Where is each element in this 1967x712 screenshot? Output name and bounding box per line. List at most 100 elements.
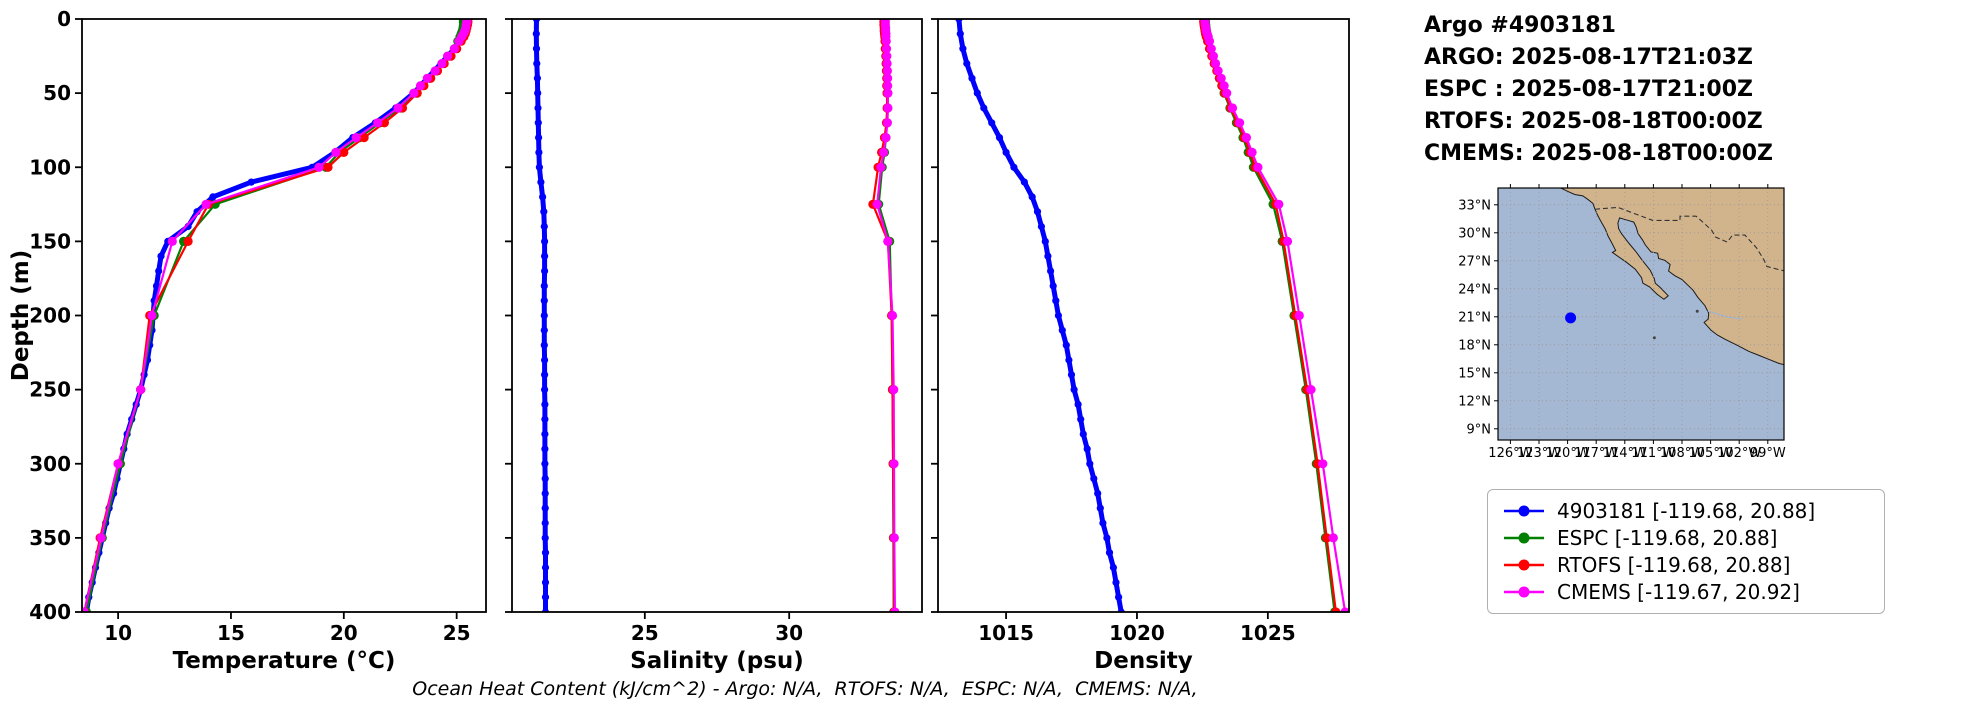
salinity-marker-cmems xyxy=(890,607,900,612)
legend-label: 4903181 [-119.68, 20.88] xyxy=(1557,499,1816,523)
depth-axis-title: Depth (m) xyxy=(8,250,34,382)
temperature-marker-cmems xyxy=(454,36,464,46)
map-lon-label: 105°W xyxy=(1689,446,1733,461)
map-lat-label: 21°N xyxy=(1458,310,1491,325)
density-marker-cmems xyxy=(1253,162,1263,172)
salinity-marker-4903181 xyxy=(535,163,544,171)
density-marker-4903181 xyxy=(1010,163,1018,171)
salinity-marker-4903181 xyxy=(541,445,549,453)
temperature-marker-cmems xyxy=(443,51,453,61)
salinity-marker-4903181 xyxy=(541,237,549,245)
legend-item: 4903181 [-119.68, 20.88] xyxy=(1502,499,1870,523)
salinity-marker-cmems xyxy=(883,236,893,246)
map-lat-label: 27°N xyxy=(1458,254,1491,269)
density-marker-4903181 xyxy=(995,134,1004,142)
salinity-marker-4903181 xyxy=(541,519,549,527)
salinity-marker-4903181 xyxy=(541,460,549,468)
density-marker-rtofs xyxy=(1331,607,1341,612)
map-lon-label: 126°W xyxy=(1488,446,1532,461)
island-dot xyxy=(1695,309,1699,313)
temperature-marker-cmems xyxy=(422,73,432,83)
temperature-marker-cmems xyxy=(136,385,146,395)
temperature-marker-rtofs xyxy=(339,147,349,157)
density-marker-4903181 xyxy=(1103,534,1111,542)
density-marker-4903181 xyxy=(1049,282,1057,290)
temperature-marker-cmems xyxy=(449,44,459,54)
salinity-marker-4903181 xyxy=(541,430,549,438)
x-tick-label: 1020 xyxy=(1109,621,1165,645)
density-marker-rtofs xyxy=(1322,533,1332,543)
density-marker-4903181 xyxy=(1070,386,1078,394)
salinity-marker-4903181 xyxy=(533,59,541,68)
density-marker-cmems xyxy=(1306,385,1316,395)
map-lon-label: 102°W xyxy=(1717,446,1761,461)
map-lat-label: 30°N xyxy=(1458,226,1491,241)
temperature-panel: 10 15 20 25050100150200250300350400Temperat… xyxy=(8,7,487,674)
salinity-marker-4903181 xyxy=(541,386,549,394)
temperature-marker-cmems xyxy=(82,607,89,612)
map-lat-label: 33°N xyxy=(1458,198,1491,213)
temperature-marker-cmems xyxy=(393,103,403,113)
salinity-marker-cmems xyxy=(882,51,892,61)
salinity-marker-4903181 xyxy=(535,148,543,156)
density-marker-cmems xyxy=(1235,118,1245,128)
legend-marker xyxy=(1504,505,1544,517)
salinity-marker-cmems xyxy=(882,118,893,128)
salinity-marker-4903181 xyxy=(541,549,550,557)
salinity-marker-4903181 xyxy=(541,252,549,260)
map-lat-label: 24°N xyxy=(1458,282,1491,297)
legend-label: CMEMS [-119.67, 20.92] xyxy=(1557,580,1800,604)
salinity-marker-cmems xyxy=(889,385,899,395)
y-tick-label: 150 xyxy=(29,229,71,253)
temperature-marker-cmems xyxy=(351,133,361,143)
salinity-marker-cmems xyxy=(889,533,899,543)
temperature-marker-cmems xyxy=(96,533,106,543)
density-marker-cmems xyxy=(1208,51,1218,61)
density-marker-cmems xyxy=(1213,66,1223,76)
temperature-marker-cmems xyxy=(147,310,157,321)
density-marker-4903181 xyxy=(1041,237,1049,245)
density-marker-4903181 xyxy=(973,89,981,97)
density-marker-4903181 xyxy=(1002,148,1010,156)
salinity-marker-cmems xyxy=(889,459,899,469)
salinity-marker-cmems xyxy=(883,73,893,83)
density-marker-cmems xyxy=(1318,459,1328,469)
map-lon-label: 111°W xyxy=(1631,446,1675,461)
legend: 4903181 [-119.68, 20.88] ESPC [-119.68, 2… xyxy=(1487,489,1885,614)
panel-border xyxy=(937,18,1350,613)
salinity-marker-4903181 xyxy=(532,45,541,53)
x-tick-label: 1015 xyxy=(978,621,1034,645)
y-tick-label: 350 xyxy=(29,526,71,550)
temperature-marker-4903181 xyxy=(209,193,217,201)
salinity-marker-cmems xyxy=(881,44,892,54)
density-marker-cmems xyxy=(1274,199,1284,209)
salinity-marker-4903181 xyxy=(540,282,548,290)
density-marker-cmems xyxy=(1227,103,1238,113)
panel-border xyxy=(81,18,487,613)
temperature-marker-cmems xyxy=(314,162,324,172)
density-marker-cmems xyxy=(1294,310,1304,321)
x-tick-label: 15 xyxy=(217,621,245,645)
density-marker-cmems xyxy=(1241,133,1251,143)
temperature-marker-cmems xyxy=(409,88,419,98)
density-marker-4903181 xyxy=(968,74,976,82)
density-marker-4903181 xyxy=(1079,430,1087,438)
map-land xyxy=(1560,188,1784,366)
density-marker-4903181 xyxy=(988,119,996,127)
temperature-marker-cmems xyxy=(430,66,440,76)
legend-item: RTOFS [-119.68, 20.88] xyxy=(1502,553,1870,577)
temperature-marker-4903181 xyxy=(152,282,161,290)
salinity-marker-cmems xyxy=(872,199,882,209)
salinity-marker-cmems xyxy=(883,103,893,113)
density-line-rtofs xyxy=(1202,19,1337,612)
salinity-marker-4903181 xyxy=(535,134,543,142)
map-lat-label: 15°N xyxy=(1458,366,1491,381)
density-marker-4903181 xyxy=(1115,593,1123,601)
salinity-marker-4903181 xyxy=(534,104,542,112)
map-lat-label: 18°N xyxy=(1458,338,1491,353)
salinity-marker-4903181 xyxy=(540,297,548,305)
map-lon-label: 108°W xyxy=(1660,446,1704,461)
temperature-marker-cmems xyxy=(415,81,426,91)
salinity-marker-cmems xyxy=(883,81,893,91)
density-marker-4903181 xyxy=(1094,489,1102,497)
